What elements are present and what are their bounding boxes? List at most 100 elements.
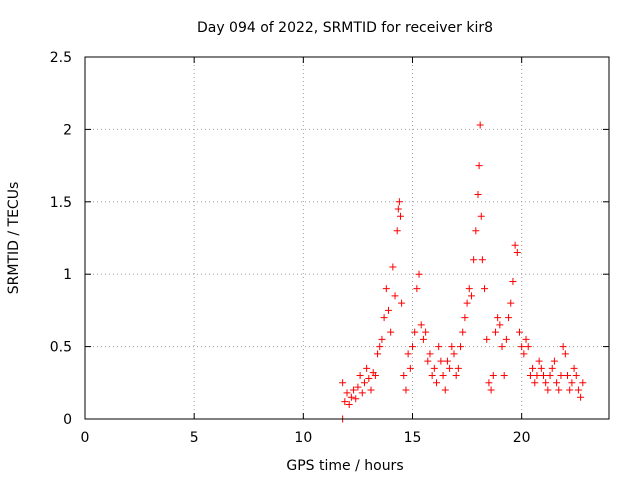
data-point [483,335,491,343]
data-point [441,386,449,394]
y-tick-label: 0.5 [50,340,72,356]
data-point [382,285,390,293]
data-point [394,205,402,213]
data-point [461,314,469,322]
x-axis-label: GPS time / hours [286,458,403,474]
data-point [477,212,485,220]
data-point [550,357,558,365]
data-point [347,393,355,401]
y-tick-label: 0 [63,412,72,428]
data-point [450,350,458,358]
data-point [339,379,347,387]
data-point [428,372,436,380]
data-point [502,335,510,343]
data-point [384,306,392,314]
data-point [365,374,373,382]
data-point [452,372,460,380]
data-point [378,335,386,343]
data-point [518,343,526,351]
data-point [540,372,547,380]
data-point [417,321,425,329]
data-point [465,285,473,293]
data-point [505,314,513,322]
plot-frame [84,56,610,420]
data-point [491,328,499,336]
data-point [371,372,379,380]
data-point [542,379,550,387]
data-point [507,299,515,307]
data-point [574,386,582,394]
x-tick-label: 15 [404,430,422,446]
data-point [544,386,552,394]
data-point [404,350,412,358]
data-point [446,364,454,372]
data-point [374,350,382,358]
data-point [548,364,556,372]
data-point [494,314,502,322]
x-tick-label: 20 [513,430,531,446]
data-point [555,386,563,394]
data-point [500,372,508,380]
data-point [413,285,421,293]
x-tick-label: 0 [81,430,90,446]
data-point [553,379,561,387]
data-point [360,379,368,387]
data-point [448,343,456,351]
y-tick-label: 2 [63,122,72,138]
chart-title: Day 094 of 2022, SRMTID for receiver kir… [197,20,493,36]
data-point [402,386,410,394]
data-point [559,343,567,351]
x-tick-label: 5 [190,430,199,446]
data-point [524,343,532,351]
data-point [475,162,483,170]
data-point [454,364,462,372]
data-point [387,328,395,336]
data-point [570,364,578,372]
data-point [535,357,543,365]
data-point [443,357,451,365]
data-point [437,357,445,365]
x-tick-label: 10 [294,430,312,446]
data-point [457,343,465,351]
data-point [470,256,478,264]
data-point [400,372,408,380]
data-point [509,277,517,285]
data-point [341,398,349,406]
data-point [345,401,353,409]
data-point [391,292,399,300]
data-point [531,379,539,387]
data-point [487,386,495,394]
data-point [522,335,530,343]
data-point [546,372,554,380]
data-point [380,314,388,322]
data-point [363,364,371,372]
data-point [459,328,467,336]
data-point [424,357,432,365]
data-point [481,285,489,293]
y-axis-label: SRMTID / TECUs [6,182,22,295]
data-point [352,395,360,403]
data-point [561,350,569,358]
data-point [439,372,447,380]
data-point [358,389,366,397]
data-point [398,299,406,307]
data-point [485,379,493,387]
y-tick-label: 1 [63,267,72,283]
data-point [463,299,471,307]
data-point [422,328,430,336]
data-point [533,372,541,380]
data-point [396,212,404,220]
data-point [513,248,521,256]
data-point [426,350,434,358]
grid [85,57,609,419]
data-point [367,386,375,394]
data-point [572,372,580,380]
data-point [393,227,401,235]
data-point [472,227,480,235]
data-point [568,379,576,387]
data-point [520,350,528,358]
data-point [557,372,565,380]
data-point [579,379,587,387]
data-point [537,364,545,372]
